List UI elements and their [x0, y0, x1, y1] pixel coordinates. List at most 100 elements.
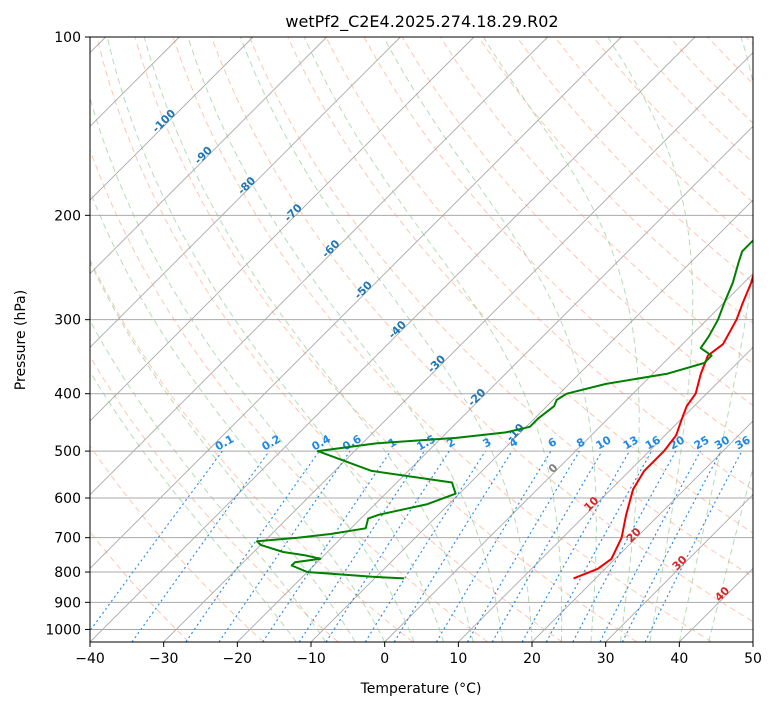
mixing-ratio-label: 6 [546, 435, 559, 450]
moist-adiabat-line [239, 37, 533, 642]
mixing-ratio-line [364, 450, 486, 642]
mixing-ratio-label: 3 [480, 435, 493, 450]
mixing-ratio-label: 36 [733, 433, 753, 452]
moist-adiabat-line [90, 189, 386, 642]
isotherm-label: -90 [192, 144, 215, 167]
mixing-ratio-line [467, 450, 580, 642]
isotherm-line [90, 37, 254, 201]
mixing-ratio-label: 16 [643, 433, 663, 452]
mixing-ratio-line [545, 450, 653, 642]
moist-adiabat-line [303, 37, 563, 642]
dry-adiabat-line [592, 37, 753, 203]
dry-adiabat-line [90, 445, 264, 642]
isotherm-label: 10 [581, 494, 601, 514]
x-tick-label: 10 [449, 651, 467, 667]
x-tick-label: −10 [296, 651, 326, 667]
mixing-ratio-label: 25 [692, 433, 712, 452]
dry-adiabat-line [478, 37, 753, 324]
y-axis-title: Pressure (hPa) [13, 290, 29, 390]
isotherm-line [605, 494, 753, 642]
isotherm-line [90, 37, 327, 275]
dewpoint-profile-line [256, 239, 753, 580]
isotherm-line [90, 37, 622, 569]
dry-adiabat-line [210, 37, 753, 623]
mixing-ratio-label: 0.6 [340, 432, 364, 453]
dry-adiabat-line [707, 37, 753, 85]
mixing-ratio-label: 30 [712, 433, 732, 452]
isotherm-label: -20 [465, 386, 488, 409]
isotherm-line [531, 420, 753, 642]
y-tick-label: 800 [54, 565, 81, 581]
mixing-ratio-line [599, 450, 701, 642]
isotherm-label: -30 [425, 352, 448, 375]
x-tick-label: −40 [75, 651, 105, 667]
mixing-ratio-label: 0.1 [213, 432, 236, 453]
x-tick-label: 40 [670, 651, 688, 667]
temperature-profile-line [573, 272, 753, 580]
mixing-ratio-line [491, 450, 603, 642]
isotherm-line [458, 346, 753, 642]
y-axis: 100 200 300 400 500 600 700 800 900 1000 [45, 30, 90, 638]
mixing-ratio-line [218, 450, 351, 642]
y-tick-label: 500 [54, 444, 81, 460]
isotherm-line [90, 37, 696, 642]
mixing-ratio-line [90, 450, 223, 632]
x-tick-label: −30 [149, 651, 179, 667]
mixing-ratio-line [621, 450, 722, 642]
isotherm-label: 20 [624, 525, 644, 545]
isotherm-line [237, 125, 753, 642]
background-lines [90, 37, 753, 642]
dry-adiabat-line [516, 37, 753, 284]
mixing-ratio-line [298, 450, 425, 642]
plot-frame [89, 36, 754, 643]
y-tick-label: 600 [54, 491, 81, 507]
isotherm-line [163, 52, 753, 642]
y-tick-label: 200 [54, 208, 81, 224]
isotherm-line [752, 641, 753, 642]
mixing-ratio-line [644, 450, 743, 642]
isotherm-line [90, 37, 548, 496]
isotherm-label: -70 [282, 201, 305, 224]
mixing-ratio-label: 0.2 [260, 432, 283, 453]
x-tick-label: 30 [597, 651, 615, 667]
moist-adiabat-line [708, 466, 753, 642]
isotherm-line [679, 567, 753, 642]
y-tick-label: 700 [54, 531, 81, 547]
x-tick-label: −20 [223, 651, 253, 667]
dry-adiabat-line [96, 37, 563, 642]
isotherm-label: -100 [150, 107, 179, 136]
moist-adiabat-line [187, 37, 503, 642]
dry-adiabat-line [90, 148, 488, 642]
dry-adiabat-line [287, 37, 753, 534]
dry-adiabat-line [325, 37, 753, 491]
x-axis: −40 −30 −20 −10 0 10 20 30 40 50 [75, 642, 762, 667]
y-tick-label: 100 [54, 30, 81, 46]
y-tick-label: 1000 [45, 622, 81, 638]
isotherm-label: -50 [352, 278, 375, 301]
dry-adiabat-line [745, 37, 753, 45]
moist-adiabat-line [607, 37, 694, 642]
isotherm-label: 40 [712, 584, 732, 604]
moist-adiabat-line [678, 37, 753, 642]
chart-title: wetPf2_C2E4.2025.274.18.29.R02 [285, 12, 558, 32]
moist-adiabat-line [90, 260, 356, 642]
mixing-ratio-label: 10 [594, 433, 614, 452]
x-tick-label: 20 [523, 651, 541, 667]
dry-adiabat-line [90, 355, 339, 642]
dry-adiabat-line [249, 37, 753, 578]
dry-adiabat-line [90, 258, 414, 642]
moist-adiabat-line [143, 37, 474, 642]
mixing-ratio-label: 8 [574, 435, 587, 450]
isotherm-line [384, 273, 753, 642]
y-tick-label: 300 [54, 313, 81, 329]
moist-adiabat-line [90, 319, 327, 642]
mixing-ratio-line [325, 450, 450, 642]
isotherm-label: -80 [235, 174, 258, 197]
mixing-ratio-line [262, 450, 392, 642]
isotherm-line [90, 37, 475, 422]
moist-adiabat-line [383, 37, 597, 642]
x-tick-label: 0 [380, 651, 389, 667]
dry-adiabat-line [669, 37, 753, 124]
mixing-ratio-label: 13 [621, 433, 641, 452]
